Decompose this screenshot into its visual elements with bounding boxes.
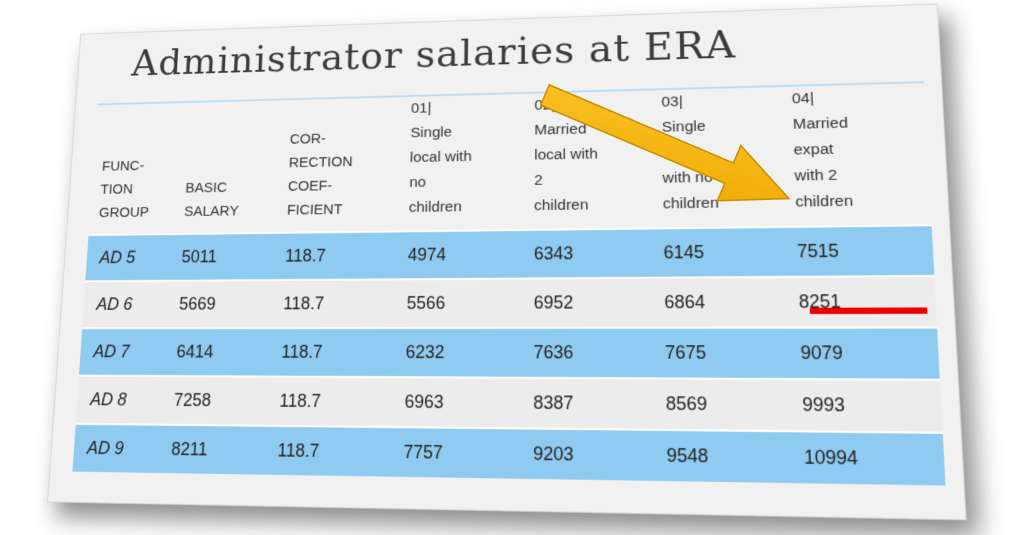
arrow-shape xyxy=(533,67,800,226)
